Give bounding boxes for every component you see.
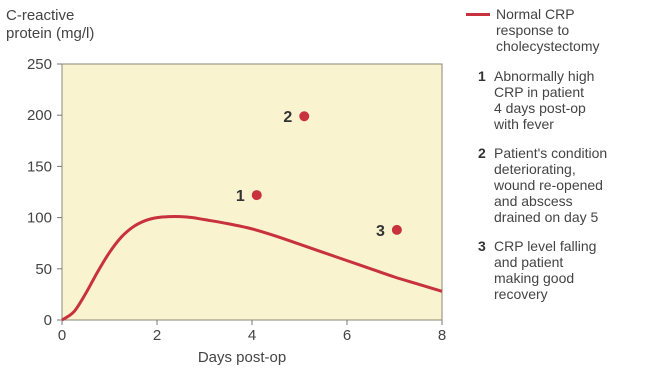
annotation-number: 3 [478, 238, 486, 254]
y-tick-label: 50 [35, 261, 52, 278]
x-tick-label: 8 [438, 327, 446, 344]
annotation-note-2: 2 Patient's condition deteriorating, wound … [466, 145, 661, 225]
annotation-text-line: and patient [494, 254, 564, 270]
annotated-points: 1 2 3 [236, 109, 402, 240]
annotation-text: CRP level falling and patient making good r… [494, 238, 634, 302]
annotation-text-line: drained on day 5 [494, 209, 599, 225]
legend: Normal CRP response to cholecystectomy 1 Ab… [466, 6, 661, 315]
x-tick-label: 6 [343, 327, 351, 344]
x-tick-label: 0 [58, 327, 66, 344]
y-tick-label: 250 [27, 56, 52, 73]
annotation-text-line: CRP in patient [494, 84, 585, 100]
y-axis-ticks: 0 50 100 150 200 250 [27, 56, 62, 329]
annotation-text: Patient's condition deteriorating, wound r… [494, 145, 634, 225]
x-axis-label: Days post-op [198, 349, 286, 366]
series-line-normal-crp [61, 214, 443, 322]
annotation-number: 2 [478, 145, 486, 161]
legend-swatch [466, 13, 490, 16]
annotation-text-line: with fever [494, 116, 554, 132]
annotation-text-line: wound re-opened [494, 177, 603, 193]
annotation-text: Abnormally high CRP in patient 4 days post… [494, 68, 634, 132]
data-point-3 [391, 224, 402, 235]
legend-label: Normal CRP response to cholecystectomy [496, 6, 599, 54]
x-tick-label: 4 [248, 327, 256, 344]
y-axis-label-line: C-reactive [6, 7, 74, 24]
y-tick-label: 150 [27, 158, 52, 175]
annotation-text-line: recovery [494, 286, 548, 302]
data-point-label: 3 [376, 223, 385, 240]
annotation-text-line: making good [494, 270, 575, 286]
annotation-text-line: and abscess [494, 193, 573, 209]
annotation-notes: 1 Abnormally high CRP in patient 4 days pos… [466, 68, 661, 302]
y-axis-label-line: protein (mg/l) [6, 25, 94, 42]
legend-label-line: response to [496, 22, 570, 38]
annotation-text-line: Abnormally high [494, 68, 595, 84]
legend-label-line: cholecystectomy [496, 38, 600, 54]
data-point-1 [251, 190, 262, 201]
legend-entry-normal-crp: Normal CRP response to cholecystectomy [466, 6, 661, 54]
annotation-text-line: 4 days post-op [494, 100, 586, 116]
legend-label-line: Normal CRP [496, 6, 575, 22]
data-point-2 [299, 111, 310, 122]
y-tick-label: 200 [27, 107, 52, 124]
x-axis-ticks: 0 2 4 6 8 [58, 320, 446, 344]
plot-area [61, 63, 443, 321]
annotation-text-line: Patient's condition [494, 145, 608, 161]
data-point-label: 1 [236, 188, 245, 205]
annotation-text-line: deteriorating, [494, 161, 576, 177]
y-tick-label: 0 [44, 312, 52, 329]
annotation-note-1: 1 Abnormally high CRP in patient 4 days pos… [466, 68, 661, 132]
annotation-number: 1 [478, 68, 486, 84]
annotation-note-3: 3 CRP level falling and patient making good… [466, 238, 661, 302]
y-tick-label: 100 [27, 210, 52, 227]
annotation-text-line: CRP level falling [494, 238, 597, 254]
data-point-label: 2 [283, 109, 292, 126]
x-tick-label: 2 [153, 327, 161, 344]
